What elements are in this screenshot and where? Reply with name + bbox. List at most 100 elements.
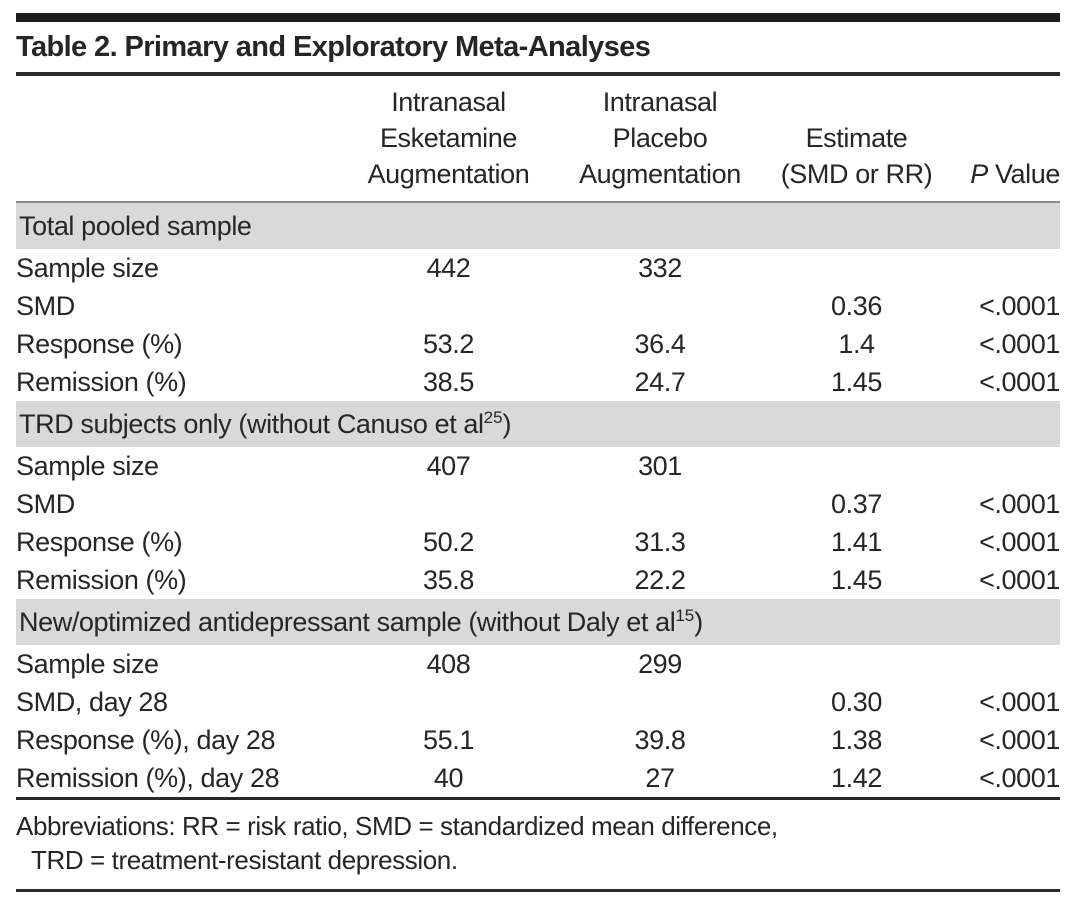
- header-line: Intranasal: [602, 87, 718, 117]
- meta-analyses-table: Intranasal Esketamine Augmentation Intra…: [16, 76, 1060, 797]
- pvalue-value: <.0001: [979, 687, 1060, 717]
- header-row: Intranasal Esketamine Augmentation Intra…: [16, 76, 1060, 203]
- table-row: Remission (%) 38.5 24.7 1.45 <.0001: [16, 363, 1060, 401]
- table-row: Remission (%) 35.8 22.2 1.45 <.0001: [16, 561, 1060, 599]
- table-row: Response (%) 53.2 36.4 1.4 <.0001: [16, 325, 1060, 363]
- header-esketamine: Intranasal Esketamine Augmentation: [346, 76, 551, 203]
- footnote-line: TRD = treatment-resistant depression.: [31, 845, 458, 875]
- pvalue-value: <.0001: [979, 565, 1060, 595]
- row-label: Response (%): [16, 329, 183, 359]
- pvalue-value: [944, 249, 1060, 287]
- header-placebo: Intranasal Placebo Augmentation: [551, 76, 769, 203]
- esketamine-value: 40: [433, 763, 464, 793]
- row-label: Response (%), day 28: [16, 725, 276, 755]
- esketamine-value: 408: [426, 649, 471, 679]
- pvalue-value: <.0001: [979, 489, 1060, 519]
- header-pvalue: P Value: [944, 76, 1060, 203]
- placebo-value: 301: [638, 451, 682, 481]
- placebo-value: 299: [638, 649, 682, 679]
- top-rule: [16, 13, 1060, 22]
- footnote-line: Abbreviations: RR = risk ratio, SMD = st…: [16, 811, 778, 841]
- estimate-value: [769, 447, 944, 485]
- placebo-value: [551, 287, 769, 325]
- header-line: Intranasal: [391, 87, 506, 117]
- estimate-value: 0.36: [831, 291, 882, 321]
- row-label: Response (%): [16, 527, 183, 557]
- table-row: SMD, day 28 0.30 <.0001: [16, 683, 1060, 721]
- row-label: Remission (%): [16, 565, 187, 595]
- pvalue-value: <.0001: [979, 291, 1060, 321]
- pvalue-rest: Value: [987, 159, 1060, 189]
- estimate-value: 1.45: [831, 565, 882, 595]
- estimate-value: [769, 249, 944, 287]
- header-line: (SMD or RR): [780, 159, 933, 189]
- pvalue-value: <.0001: [979, 367, 1060, 397]
- row-label: SMD: [16, 291, 75, 321]
- placebo-value: 22.2: [634, 565, 686, 595]
- pvalue-value: [944, 645, 1060, 683]
- row-label: Sample size: [16, 451, 159, 481]
- table-title: Table 2. Primary and Exploratory Meta-An…: [16, 22, 1060, 76]
- table-row: Response (%) 50.2 31.3 1.41 <.0001: [16, 523, 1060, 561]
- esketamine-value: [346, 683, 551, 721]
- section-header-sup: 25: [483, 408, 503, 427]
- section-header-new-optimized: New/optimized antidepressant sample (wit…: [16, 599, 1060, 645]
- section-header-cell: New/optimized antidepressant sample (wit…: [16, 599, 1060, 645]
- table-row: Sample size 442 332: [16, 249, 1060, 287]
- header-line: Placebo: [612, 123, 708, 153]
- row-label: SMD, day 28: [16, 687, 168, 717]
- header-line: Estimate: [805, 123, 908, 153]
- header-row-label-spacer: [16, 76, 346, 203]
- placebo-value: [551, 683, 769, 721]
- placebo-value: 39.8: [634, 725, 686, 755]
- placebo-value: 24.7: [634, 367, 686, 397]
- table-row: Response (%), day 28 55.1 39.8 1.38 <.00…: [16, 721, 1060, 759]
- estimate-value: 1.4: [838, 329, 875, 359]
- placebo-value: 27: [645, 763, 675, 793]
- row-label: Sample size: [16, 253, 159, 283]
- estimate-value: [769, 645, 944, 683]
- estimate-value: 0.30: [831, 687, 882, 717]
- section-header-text: TRD subjects only (without Canuso et al: [19, 409, 484, 439]
- placebo-value: 36.4: [634, 329, 686, 359]
- section-header-text: New/optimized antidepressant sample (wit…: [19, 607, 676, 637]
- table-row: Sample size 407 301: [16, 447, 1060, 485]
- row-label: SMD: [16, 489, 75, 519]
- esketamine-value: 407: [426, 451, 471, 481]
- table-row: Sample size 408 299: [16, 645, 1060, 683]
- placebo-value: 332: [638, 253, 682, 283]
- estimate-value: 1.41: [831, 527, 882, 557]
- esketamine-value: [346, 287, 551, 325]
- section-header-cell: TRD subjects only (without Canuso et al2…: [16, 401, 1060, 447]
- table-row: SMD 0.36 <.0001: [16, 287, 1060, 325]
- header-line: Augmentation: [367, 159, 530, 189]
- pvalue-value: [944, 447, 1060, 485]
- esketamine-value: 38.5: [423, 367, 474, 397]
- section-header-close: ): [694, 607, 703, 637]
- esketamine-value: [346, 485, 551, 523]
- header-line: Esketamine: [379, 123, 518, 153]
- row-label: Remission (%): [16, 367, 187, 397]
- table-footnote: Abbreviations: RR = risk ratio, SMD = st…: [16, 797, 1060, 892]
- header-estimate: Estimate (SMD or RR): [769, 76, 944, 203]
- pvalue-italic-p: P: [970, 159, 988, 189]
- esketamine-value: 53.2: [423, 329, 474, 359]
- esketamine-value: 35.8: [423, 565, 474, 595]
- placebo-value: 31.3: [634, 527, 686, 557]
- estimate-value: 0.37: [831, 489, 882, 519]
- placebo-value: [551, 485, 769, 523]
- esketamine-value: 50.2: [423, 527, 474, 557]
- estimate-value: 1.42: [831, 763, 882, 793]
- table-row: Remission (%), day 28 40 27 1.42 <.0001: [16, 759, 1060, 797]
- section-header-sup: 15: [675, 606, 695, 625]
- section-header-cell: Total pooled sample: [16, 202, 1060, 249]
- pvalue-value: <.0001: [979, 527, 1060, 557]
- estimate-value: 1.45: [831, 367, 882, 397]
- estimate-value: 1.38: [831, 725, 882, 755]
- pvalue-value: <.0001: [979, 329, 1060, 359]
- table-row: SMD 0.37 <.0001: [16, 485, 1060, 523]
- section-header-text: Total pooled sample: [19, 211, 252, 241]
- header-line: Augmentation: [579, 159, 741, 189]
- section-header-close: ): [502, 409, 512, 439]
